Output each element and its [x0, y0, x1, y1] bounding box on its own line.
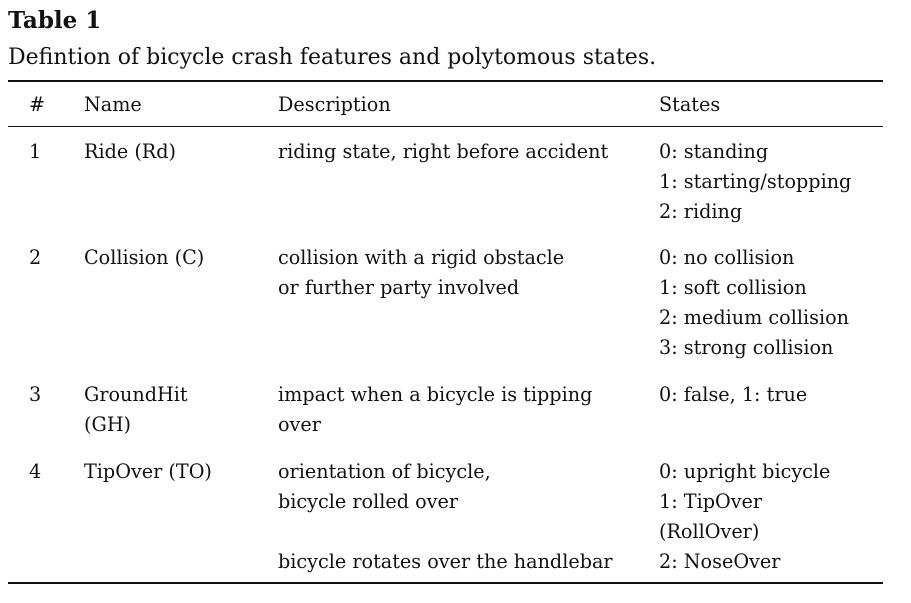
- row-state-line: 0: standing: [659, 140, 769, 163]
- row-number: 2: [29, 246, 42, 269]
- row-states: 0: upright bicycle 1: TipOver (RollOver)…: [659, 457, 830, 577]
- header-description: Description: [278, 93, 391, 116]
- row-name: Ride (Rd): [84, 137, 176, 167]
- row-state-line: 0: upright bicycle: [659, 460, 831, 483]
- row-number: 3: [29, 383, 42, 406]
- bottom-rule: [8, 582, 883, 584]
- row-description-line: impact when a bicycle is tipping: [278, 383, 593, 406]
- row-description: riding state, right before accident: [278, 137, 608, 167]
- row-number: 1: [29, 140, 42, 163]
- row-state-line: 2: NoseOver: [659, 550, 781, 573]
- row-name-line: GroundHit: [84, 383, 188, 406]
- row-state-line: 0: no collision: [659, 246, 795, 269]
- row-description-line: collision with a rigid obstacle: [278, 246, 565, 269]
- top-rule: [8, 80, 883, 82]
- table-label: Table 1: [8, 7, 102, 34]
- header-states: States: [659, 93, 721, 116]
- row-description-line: or further party involved: [278, 276, 520, 299]
- row-description-line: bicycle rotates over the handlebar: [278, 550, 613, 573]
- header-name: Name: [84, 93, 142, 116]
- row-state-line: (RollOver): [659, 520, 760, 543]
- row-name: GroundHit (GH): [84, 380, 188, 440]
- row-name-line: Collision (C): [84, 246, 205, 269]
- row-description-line: over: [278, 413, 321, 436]
- row-name: TipOver (TO): [84, 457, 212, 487]
- row-states: 0: false, 1: true: [659, 380, 807, 410]
- row-state-line: 1: TipOver: [659, 490, 763, 513]
- row-description-line: bicycle rolled over: [278, 490, 458, 513]
- row-state-line: 1: starting/stopping: [659, 170, 852, 193]
- row-state-line: 3: strong collision: [659, 336, 834, 359]
- row-description: impact when a bicycle is tipping over: [278, 380, 592, 440]
- row-states: 0: standing 1: starting/stopping 2: ridi…: [659, 137, 851, 227]
- table-caption: Defintion of bicycle crash features and …: [8, 45, 657, 70]
- row-description: collision with a rigid obstacle or furth…: [278, 243, 564, 303]
- row-description-line: riding state, right before accident: [278, 140, 609, 163]
- row-state-line: 2: medium collision: [659, 306, 849, 329]
- row-number: 4: [29, 460, 42, 483]
- row-name-line: (GH): [84, 413, 132, 436]
- row-description-line: [278, 517, 613, 547]
- row-state-line: 0: false, 1: true: [659, 383, 808, 406]
- header-rule: [8, 126, 883, 127]
- row-description: orientation of bicycle, bicycle rolled o…: [278, 457, 613, 577]
- header-num: #: [29, 93, 46, 116]
- row-state-line: 2: riding: [659, 200, 743, 223]
- row-state-line: 1: soft collision: [659, 276, 807, 299]
- row-description-line: orientation of bicycle,: [278, 460, 491, 483]
- row-name-line: TipOver (TO): [84, 460, 212, 483]
- row-states: 0: no collision 1: soft collision 2: med…: [659, 243, 849, 363]
- row-name: Collision (C): [84, 243, 204, 273]
- row-name-line: Ride (Rd): [84, 140, 177, 163]
